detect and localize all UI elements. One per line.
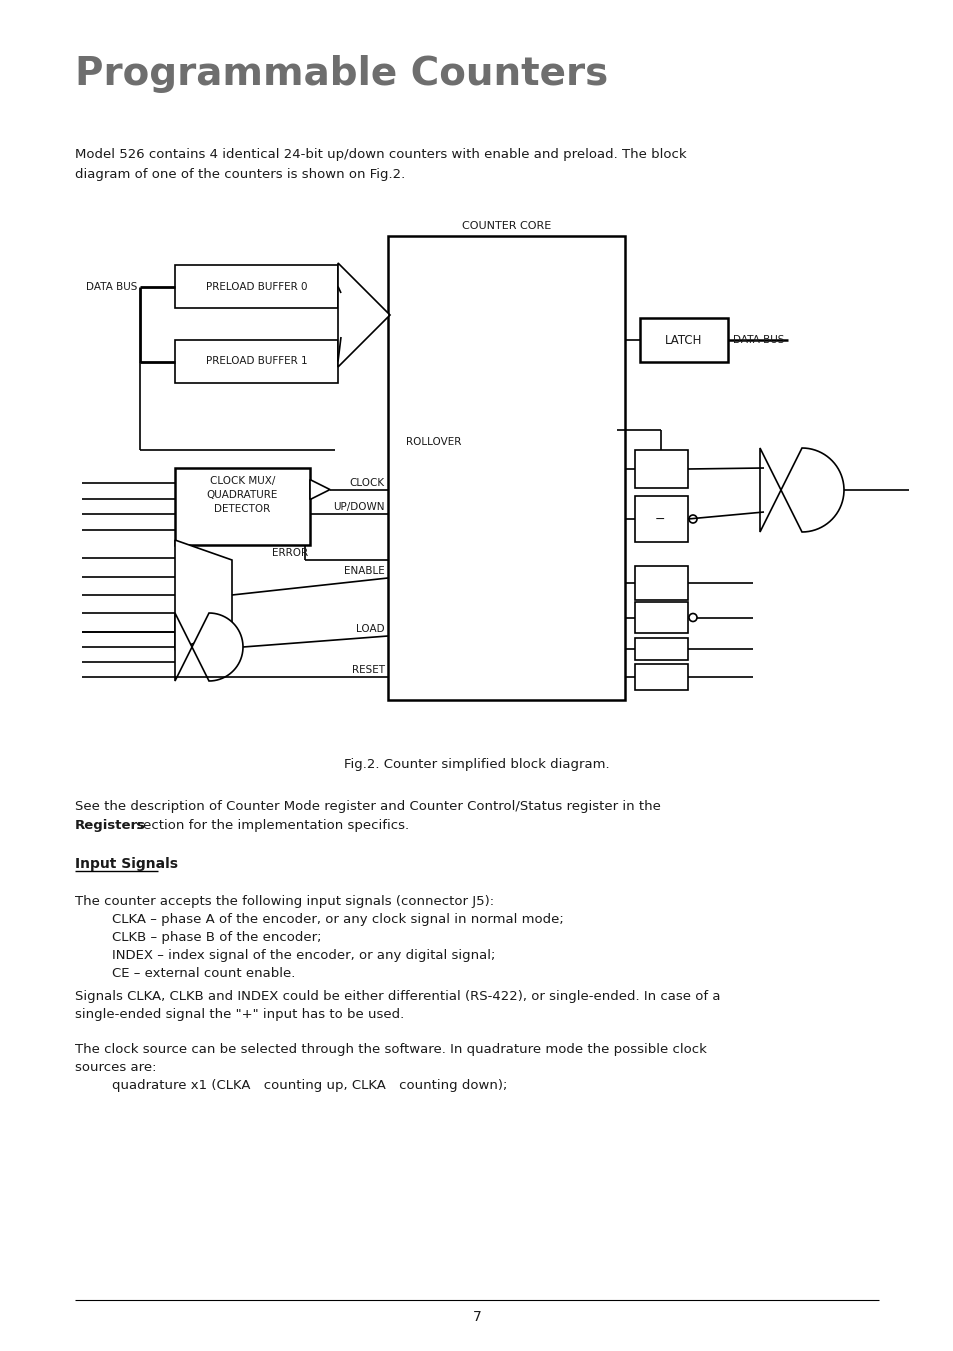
Text: Programmable Counters: Programmable Counters — [75, 55, 608, 93]
Text: Signals CLKA, CLKB and INDEX could be either differential (RS-422), or single-en: Signals CLKA, CLKB and INDEX could be ei… — [75, 990, 720, 1002]
Bar — [174, 467, 310, 544]
Text: CLKB – phase B of the encoder;: CLKB – phase B of the encoder; — [112, 931, 321, 944]
Polygon shape — [174, 540, 232, 650]
Text: DATA BUS: DATA BUS — [732, 335, 783, 345]
Text: 7: 7 — [472, 1310, 481, 1324]
Text: LATCH: LATCH — [664, 334, 702, 346]
Text: PRELOAD BUFFER 0: PRELOAD BUFFER 0 — [206, 281, 307, 292]
Text: −: − — [654, 512, 664, 526]
Text: diagram of one of the counters is shown on Fig.2.: diagram of one of the counters is shown … — [75, 168, 405, 181]
Bar — [635, 566, 687, 600]
Polygon shape — [337, 263, 390, 367]
Text: single-ended signal the "+" input has to be used.: single-ended signal the "+" input has to… — [75, 1008, 404, 1021]
Text: PRELOAD BUFFER 1: PRELOAD BUFFER 1 — [206, 357, 307, 366]
Bar — [635, 603, 687, 634]
Text: The counter accepts the following input signals (connector J5):: The counter accepts the following input … — [75, 894, 494, 908]
Text: Model 526 contains 4 identical 24-bit up/down counters with enable and preload. : Model 526 contains 4 identical 24-bit up… — [75, 149, 686, 161]
Bar — [635, 450, 687, 488]
Bar — [635, 663, 687, 690]
Polygon shape — [174, 613, 243, 681]
Text: CLOCK MUX/: CLOCK MUX/ — [210, 476, 274, 486]
Bar — [635, 496, 687, 542]
Text: ROLLOVER: ROLLOVER — [406, 436, 461, 447]
Text: See the description of Counter Mode register and Counter Control/Status register: See the description of Counter Mode regi… — [75, 800, 660, 813]
Text: DATA BUS: DATA BUS — [86, 281, 137, 292]
Text: ENABLE: ENABLE — [344, 566, 385, 576]
Polygon shape — [310, 480, 330, 500]
Polygon shape — [760, 449, 843, 532]
Text: UP/DOWN: UP/DOWN — [334, 503, 385, 512]
Text: ERROR: ERROR — [272, 549, 308, 558]
Text: sources are:: sources are: — [75, 1061, 156, 1074]
Text: COUNTER CORE: COUNTER CORE — [461, 222, 551, 231]
Bar — [174, 265, 337, 308]
Text: CE – external count enable.: CE – external count enable. — [112, 967, 295, 979]
Text: LOAD: LOAD — [356, 624, 385, 634]
Text: Fig.2. Counter simplified block diagram.: Fig.2. Counter simplified block diagram. — [344, 758, 609, 771]
Text: INDEX – index signal of the encoder, or any digital signal;: INDEX – index signal of the encoder, or … — [112, 948, 495, 962]
Text: quadrature x1 (CLKA counting up, CLKA counting down);: quadrature x1 (CLKA counting up, CLKA co… — [112, 1079, 507, 1092]
Text: DETECTOR: DETECTOR — [214, 504, 271, 513]
Bar — [639, 317, 727, 362]
Text: Registers: Registers — [75, 819, 146, 832]
Bar — [388, 236, 624, 700]
Text: Input Signals: Input Signals — [75, 857, 178, 871]
Text: CLOCK: CLOCK — [350, 477, 385, 488]
Text: RESET: RESET — [352, 665, 385, 676]
Text: CLKA – phase A of the encoder, or any clock signal in normal mode;: CLKA – phase A of the encoder, or any cl… — [112, 913, 563, 925]
Bar — [635, 638, 687, 661]
Bar — [174, 340, 337, 382]
Text: The clock source can be selected through the software. In quadrature mode the po: The clock source can be selected through… — [75, 1043, 706, 1056]
Text: QUADRATURE: QUADRATURE — [207, 490, 278, 500]
Text: section for the implementation specifics.: section for the implementation specifics… — [132, 819, 409, 832]
